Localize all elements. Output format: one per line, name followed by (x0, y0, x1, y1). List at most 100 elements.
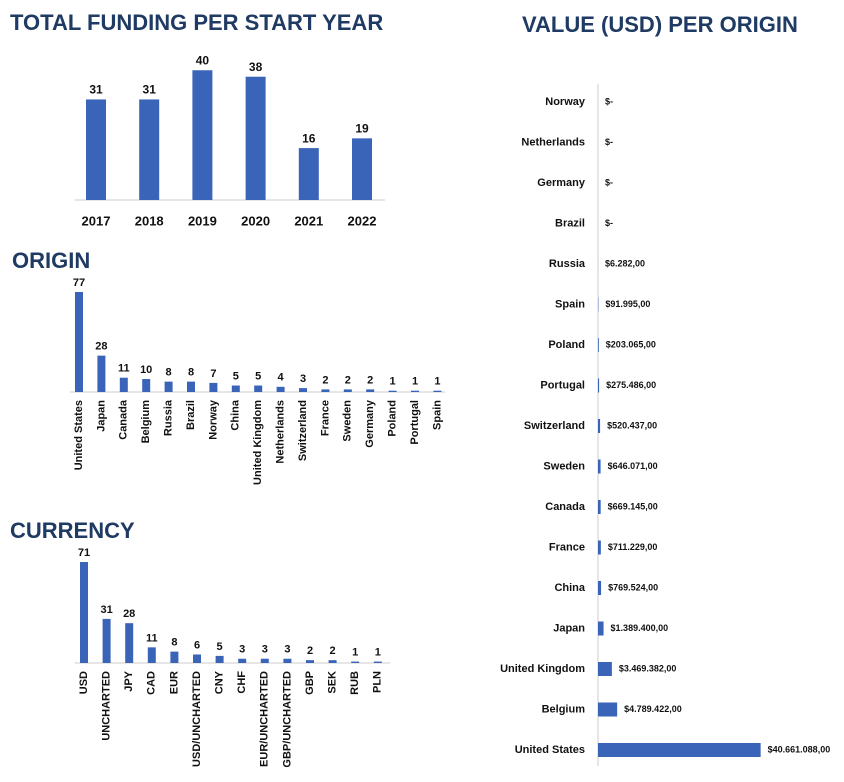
x-tick-label: United Kingdom (252, 400, 264, 485)
y-tick-label: United States (515, 744, 585, 756)
value-label: 16 (302, 131, 316, 145)
value-label: 1 (434, 376, 440, 388)
value-label: 3 (300, 373, 306, 385)
bar (298, 148, 319, 200)
bar (147, 647, 156, 663)
value-label: 19 (355, 122, 369, 136)
y-tick-label: France (549, 541, 585, 553)
bar (283, 658, 292, 663)
x-tick-label: USD/UNCHARTED (191, 671, 203, 767)
y-tick-label: United Kingdom (500, 663, 585, 675)
x-tick-label: UNCHARTED (101, 671, 113, 741)
value-label: 1 (412, 376, 418, 388)
bar (352, 138, 372, 200)
bar (102, 618, 111, 663)
value-label: $40.661.088,00 (768, 744, 831, 754)
value-label: 2 (307, 645, 313, 657)
value-label: 2 (367, 374, 373, 386)
chart-title: ORIGIN (12, 248, 90, 273)
y-tick-label: China (554, 582, 585, 594)
x-tick-label: CHF (236, 671, 248, 694)
bar (321, 389, 330, 392)
bar (164, 381, 173, 392)
x-tick-label: Canada (118, 399, 130, 440)
bar (193, 654, 201, 663)
x-tick-label: Norway (207, 399, 219, 440)
bar (299, 388, 307, 392)
value-label: 77 (73, 277, 85, 289)
bar (598, 419, 601, 433)
x-tick-label: EUR/UNCHARTED (259, 671, 271, 767)
value-label: 8 (166, 367, 172, 379)
y-tick-label: Belgium (542, 703, 586, 715)
x-tick-label: PLN (372, 671, 384, 693)
y-tick-label: Spain (555, 298, 585, 310)
bar (306, 660, 314, 663)
x-tick-label: 2022 (348, 213, 377, 228)
value-label: 5 (255, 370, 261, 382)
y-tick-label: Poland (548, 339, 585, 351)
bar (97, 355, 106, 392)
x-tick-label: Switzerland (297, 400, 309, 461)
y-tick-label: Canada (545, 501, 586, 513)
value-label: $3.469.382,00 (619, 663, 677, 673)
value-label: 4 (278, 372, 285, 384)
bar (245, 76, 266, 200)
bar (187, 381, 195, 392)
value-label: $646.071,00 (608, 461, 658, 471)
chart-title: TOTAL FUNDING PER START YEAR (10, 10, 383, 35)
bar (80, 562, 88, 663)
value-label: 3 (262, 644, 268, 656)
x-tick-label: Poland (387, 400, 399, 437)
x-tick-label: Belgium (140, 400, 152, 444)
value-label: 28 (123, 608, 135, 620)
x-tick-label: 2021 (294, 213, 323, 228)
bar (388, 390, 397, 392)
bar (598, 500, 601, 514)
value-label: $6.282,00 (605, 258, 645, 268)
value-label: 2 (330, 645, 336, 657)
value-label: 2 (345, 374, 351, 386)
value-label: 8 (188, 367, 194, 379)
x-tick-label: Brazil (185, 400, 197, 430)
value-label: 31 (143, 83, 157, 97)
x-tick-label: GBP (304, 671, 316, 695)
x-tick-label: Spain (431, 400, 443, 430)
value-label: $669.145,00 (608, 501, 658, 511)
value-label: $- (605, 177, 613, 187)
bar (260, 658, 269, 663)
bar (598, 581, 602, 595)
value-label: $4.789.422,00 (624, 704, 682, 714)
value-label: 8 (171, 637, 177, 649)
value-label: 6 (194, 639, 200, 651)
value-label: 11 (146, 632, 158, 644)
bar (598, 378, 600, 393)
value-label: 40 (196, 53, 210, 67)
y-tick-label: Norway (545, 96, 586, 108)
value-label: $- (605, 218, 613, 228)
bar (433, 390, 442, 392)
value-label: $91.995,00 (605, 299, 650, 309)
value-label: 28 (95, 341, 107, 353)
x-tick-label: Sweden (342, 400, 354, 442)
bar (598, 702, 618, 717)
bar (209, 382, 218, 392)
y-tick-label: Russia (549, 258, 586, 270)
value-label: 38 (249, 60, 263, 74)
value-label: 2 (322, 374, 328, 386)
x-tick-label: Portugal (409, 400, 421, 445)
value-label: 71 (78, 547, 90, 559)
bar (598, 621, 604, 636)
x-tick-label: GBP/UNCHARTED (281, 671, 293, 768)
value-label: 5 (233, 370, 239, 382)
bar (215, 655, 224, 663)
bar (139, 99, 160, 200)
value-label: $769.524,00 (608, 582, 658, 592)
y-tick-label: Japan (553, 622, 585, 634)
value-label: 3 (239, 644, 245, 656)
x-tick-label: CNY (214, 670, 226, 694)
value-label: $711.229,00 (608, 542, 658, 552)
value-label: 31 (100, 604, 112, 616)
x-tick-label: 2020 (241, 213, 270, 228)
